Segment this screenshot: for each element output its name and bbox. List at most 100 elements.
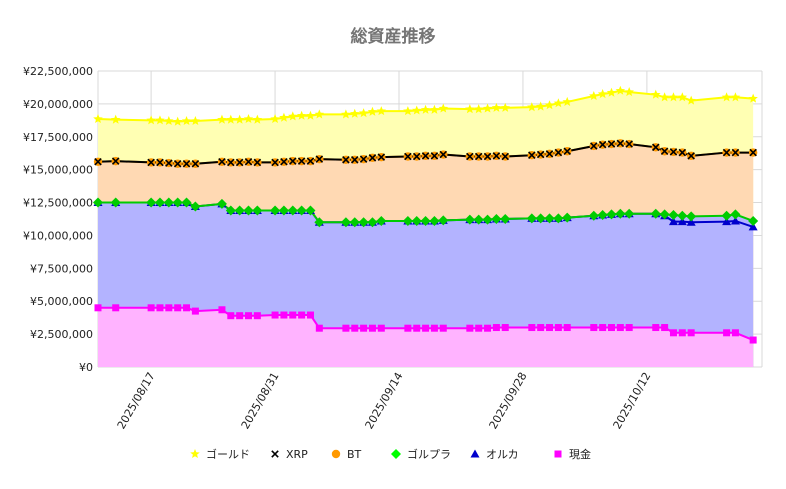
y-tick-label: ¥17,500,000 xyxy=(23,131,93,144)
legend-marker xyxy=(331,449,341,459)
marker-XRP xyxy=(466,152,474,161)
marker-現金 xyxy=(687,329,695,337)
marker-ゴールド xyxy=(651,89,661,99)
marker-ゴールド xyxy=(677,92,688,102)
marker-ゴールド xyxy=(93,114,103,124)
marker-ゴルプラ xyxy=(526,213,537,224)
marker-XRP xyxy=(563,147,571,156)
marker-現金 xyxy=(315,324,323,332)
marker-XRP xyxy=(377,153,386,161)
marker-現金 xyxy=(528,324,536,332)
marker-ゴールド xyxy=(367,106,378,116)
marker-ゴールド xyxy=(500,102,511,112)
marker-現金 xyxy=(245,312,253,320)
marker-現金 xyxy=(280,311,288,319)
marker-ゴルプラ xyxy=(429,215,440,226)
marker-XRP xyxy=(253,158,262,167)
marker-ゴルプラ xyxy=(270,205,281,216)
marker-ゴールド xyxy=(217,114,227,124)
marker-ゴルプラ xyxy=(535,213,546,224)
marker-現金 xyxy=(351,324,359,332)
marker-ゴールド xyxy=(686,95,696,105)
marker-オルカ xyxy=(677,217,687,226)
marker-オルカ xyxy=(730,216,740,225)
marker-現金 xyxy=(183,304,191,312)
x-tick-label: 2025/08/31 xyxy=(239,370,282,431)
marker-XRP xyxy=(165,159,173,167)
marker-ゴルプラ xyxy=(340,217,351,228)
marker-現金 xyxy=(616,324,624,332)
marker-ゴルプラ xyxy=(659,209,670,220)
marker-ゴルプラ xyxy=(624,208,635,219)
legend-marker xyxy=(271,450,279,458)
marker-オルカ xyxy=(668,217,678,226)
marker-現金 xyxy=(563,324,571,332)
marker-ゴルプラ xyxy=(163,197,174,208)
line-XRP xyxy=(97,142,754,165)
marker-現金 xyxy=(227,312,235,320)
marker-ゴルプラ xyxy=(190,201,201,212)
marker-XRP xyxy=(156,158,164,167)
marker-ゴールド xyxy=(730,92,741,102)
marker-ゴルプラ xyxy=(216,198,227,209)
marker-ゴールド xyxy=(190,115,201,126)
marker-ゴールド xyxy=(544,100,555,110)
marker-XRP xyxy=(731,148,740,157)
marker-ゴルプラ xyxy=(721,210,732,221)
marker-ゴルプラ xyxy=(358,217,369,228)
marker-現金 xyxy=(422,324,430,332)
marker-ゴールド xyxy=(535,101,546,111)
marker-XRP xyxy=(306,157,315,165)
marker-XRP xyxy=(660,147,669,156)
legend-marker xyxy=(470,449,480,458)
marker-現金 xyxy=(492,324,500,332)
line-ゴールド xyxy=(97,89,754,123)
marker-XRP xyxy=(244,158,253,166)
marker-現金 xyxy=(501,324,509,332)
y-tick-label: ¥22,500,000 xyxy=(23,65,93,78)
marker-ゴルプラ xyxy=(172,197,183,208)
marker-現金 xyxy=(723,329,731,337)
marker-ゴールド xyxy=(615,85,626,95)
marker-オルカ xyxy=(748,222,758,231)
marker-ゴールド xyxy=(420,104,431,114)
y-tick-label: ¥5,000,000 xyxy=(30,295,93,308)
marker-ゴールド xyxy=(473,104,484,114)
marker-現金 xyxy=(607,324,615,332)
marker-XRP xyxy=(280,158,288,166)
marker-現金 xyxy=(289,311,297,319)
marker-現金 xyxy=(218,306,226,314)
legend-item: BT xyxy=(331,448,362,461)
marker-ゴルプラ xyxy=(748,215,759,226)
marker-現金 xyxy=(652,324,660,332)
marker-ゴールド xyxy=(296,110,307,120)
marker-ゴルプラ xyxy=(110,197,121,208)
y-tick-label: ¥0 xyxy=(79,361,93,374)
marker-ゴールド xyxy=(279,112,289,122)
marker-ゴルプラ xyxy=(402,215,413,226)
marker-XRP xyxy=(439,150,448,159)
marker-ゴールド xyxy=(721,92,732,102)
marker-ゴルプラ xyxy=(597,210,608,221)
marker-ゴールド xyxy=(597,89,608,99)
marker-ゴールド xyxy=(553,98,564,108)
marker-ゴルプラ xyxy=(491,214,502,224)
marker-ゴルプラ xyxy=(677,210,688,221)
marker-ゴルプラ xyxy=(296,205,307,216)
marker-現金 xyxy=(377,324,385,332)
marker-ゴールド xyxy=(482,103,493,113)
legend-item: XRP xyxy=(271,448,308,461)
marker-現金 xyxy=(271,311,279,319)
marker-ゴールド xyxy=(349,108,360,118)
marker-ゴールド xyxy=(243,114,254,124)
marker-現金 xyxy=(165,304,173,312)
marker-ゴルプラ xyxy=(278,205,289,216)
marker-現金 xyxy=(749,336,757,344)
line-現金 xyxy=(98,306,754,341)
marker-XRP xyxy=(616,139,625,148)
marker-XRP xyxy=(536,150,545,159)
legend-label: オルカ xyxy=(486,448,519,461)
marker-ゴールド xyxy=(181,115,192,126)
marker-ゴールド xyxy=(411,105,422,115)
